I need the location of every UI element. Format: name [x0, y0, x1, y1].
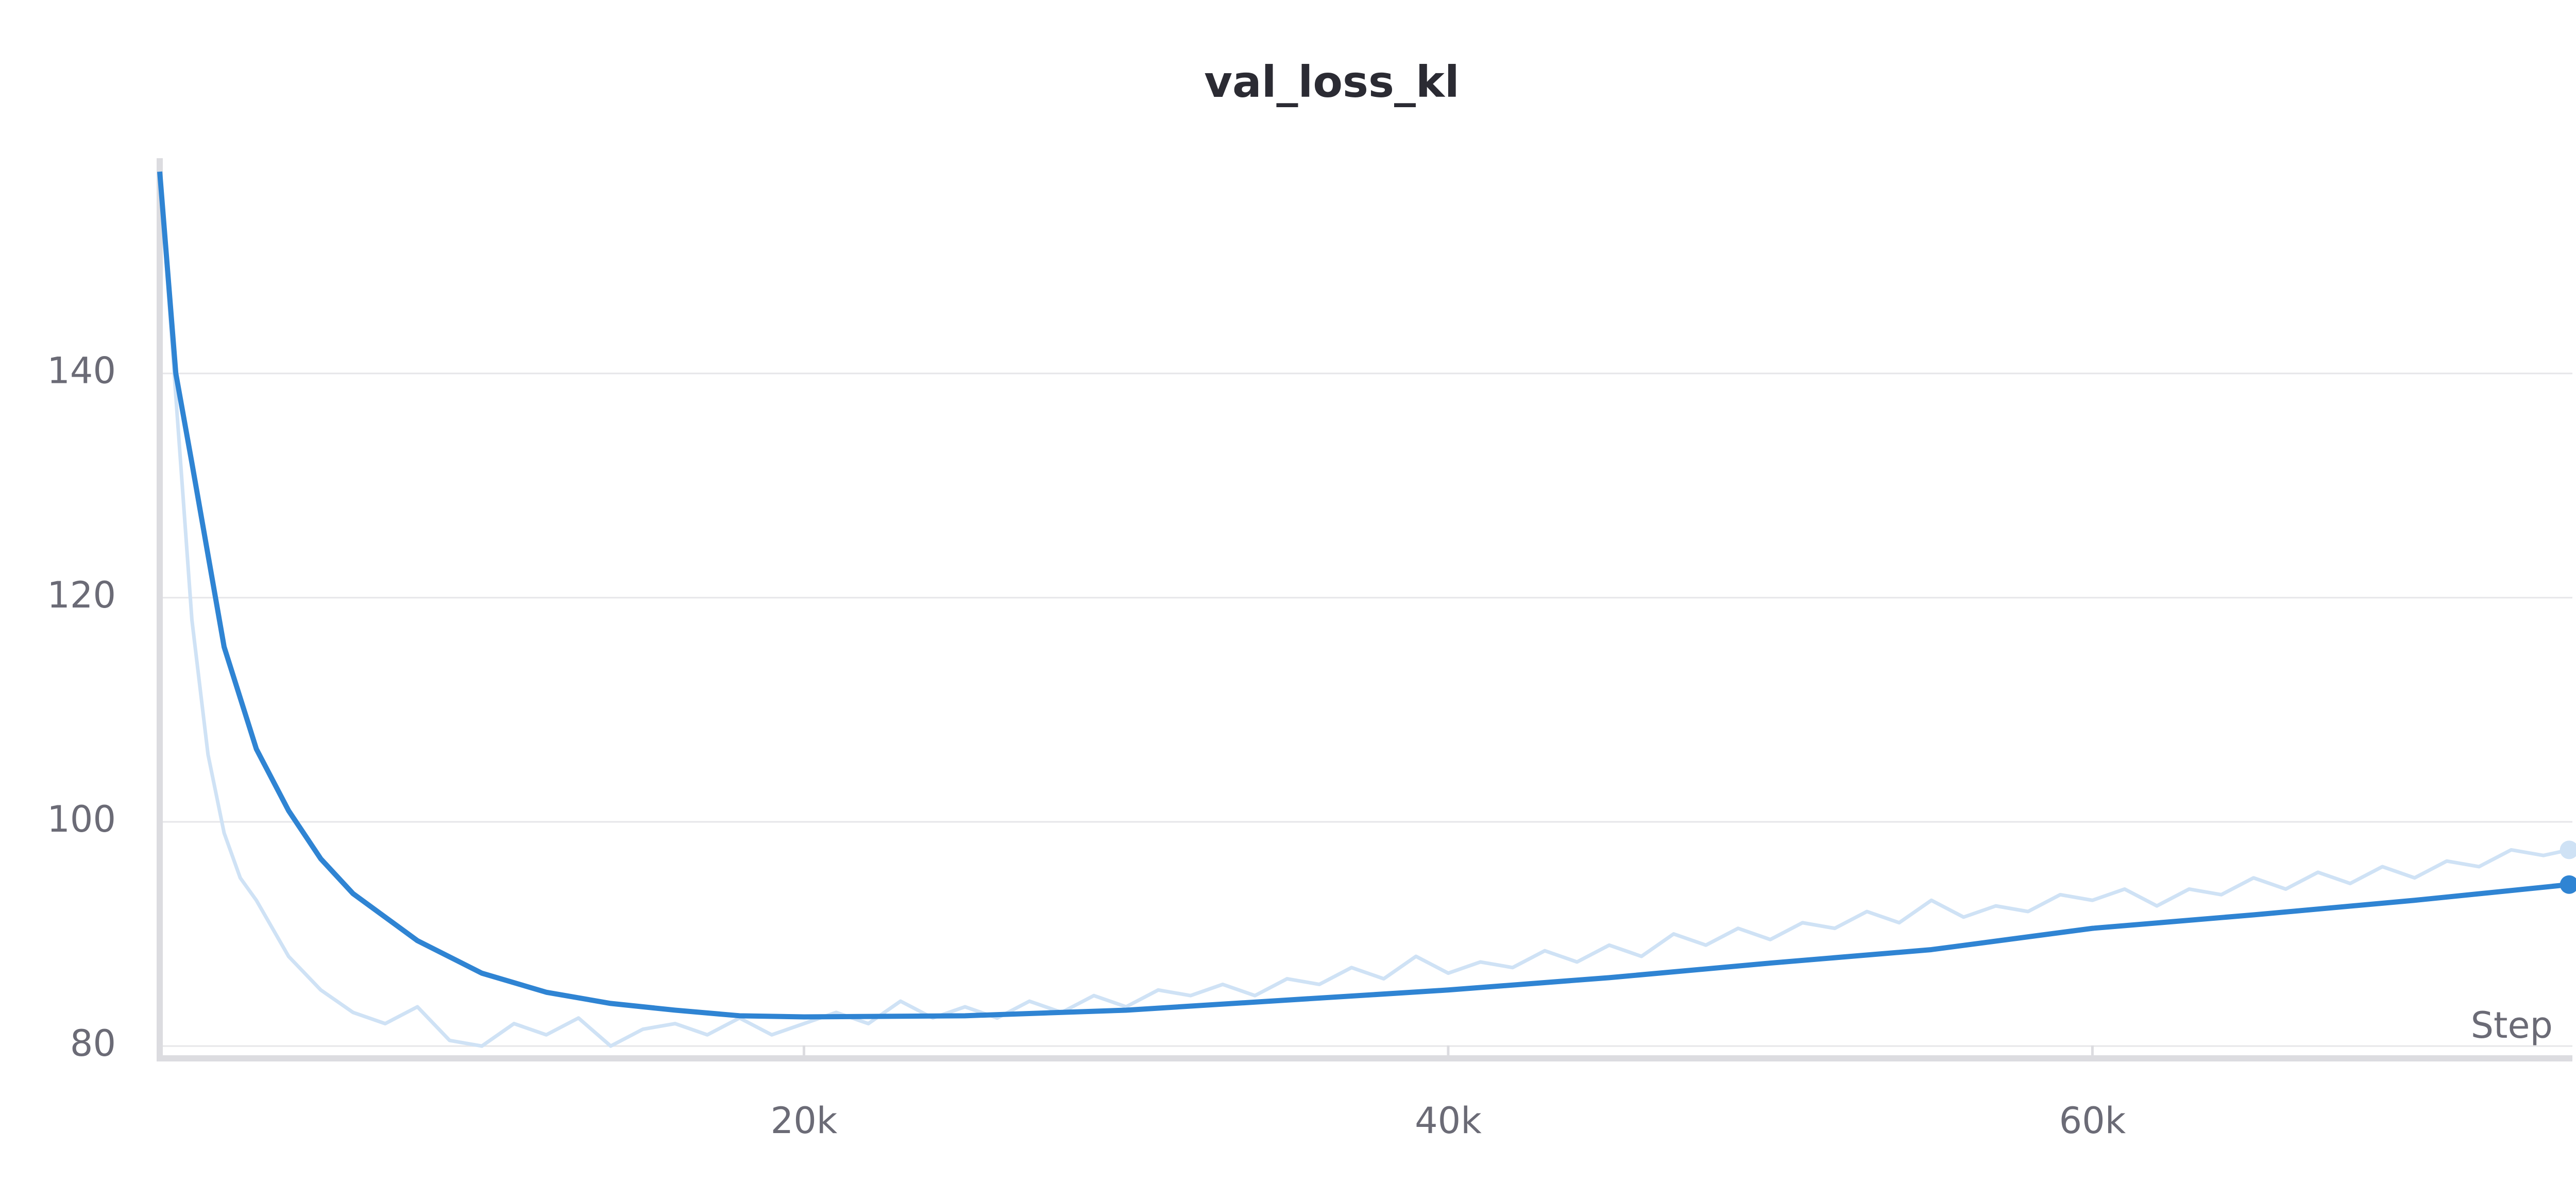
series-line: [158, 171, 2570, 1048]
y-tick-label: 80: [70, 1022, 116, 1065]
x-tick-label: 20k: [771, 1100, 838, 1142]
y-tick-label: 100: [47, 798, 116, 840]
x-tick-label: 40k: [1415, 1100, 1482, 1142]
series-line: [157, 171, 2570, 1020]
end-point: [2560, 840, 2576, 859]
end-point: [2560, 875, 2576, 894]
x-axis-label: Step: [2471, 1004, 2553, 1047]
chart-title: val_loss_kl: [1204, 57, 1459, 107]
x-tick-label: 60k: [2059, 1100, 2126, 1142]
y-tick-label: 140: [47, 350, 116, 392]
y-tick-label: 120: [47, 574, 116, 616]
